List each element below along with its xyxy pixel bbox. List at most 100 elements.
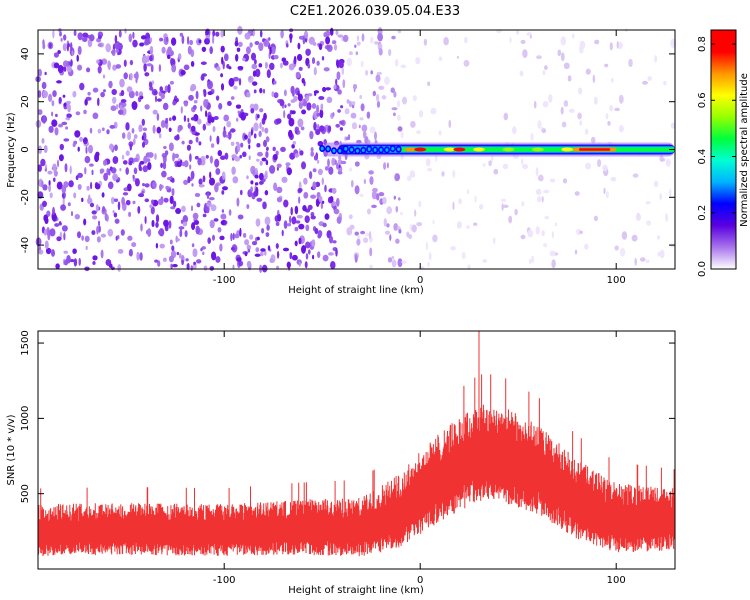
spectrogram-cell — [101, 127, 105, 131]
spectrogram-cell — [349, 51, 353, 56]
spectrogram-cell — [193, 220, 199, 225]
spectrogram-cell — [225, 134, 229, 138]
spectrogram-cell — [418, 200, 422, 208]
carrier-hotspot — [502, 147, 515, 152]
spectrogram-cell — [244, 251, 248, 257]
spectrogram-cell — [191, 183, 194, 187]
spectrogram-cell — [237, 214, 244, 220]
spectrogram-cell — [301, 78, 305, 84]
spectrogram-cell — [123, 160, 128, 165]
spectrogram-cell — [96, 38, 101, 43]
spectrogram-cell — [168, 220, 172, 229]
spectrogram-y-tick-label: -20 — [20, 189, 31, 205]
spectrogram-cell — [189, 164, 192, 170]
spectrogram-cell — [169, 255, 174, 263]
spectrogram-x-tick-label: -100 — [213, 275, 236, 286]
spectrogram-cell — [62, 43, 67, 51]
spectrogram-cell — [281, 229, 284, 237]
spectrogram-cell — [261, 228, 265, 234]
spectrogram-cell — [321, 177, 324, 185]
spectrogram-cell — [256, 143, 261, 148]
spectrogram-cell — [41, 81, 47, 90]
spectrogram-cell — [322, 222, 327, 228]
spectrogram-cell — [119, 78, 125, 88]
spectrogram-y-ticks: -40 -20 0 20 40 — [20, 48, 675, 253]
spectrogram-cell — [125, 200, 131, 206]
spectrogram-cell — [141, 118, 145, 126]
spectrogram-cell — [197, 157, 202, 166]
spectrogram-cell — [96, 59, 100, 64]
spectrogram-cell — [194, 193, 201, 197]
spectrogram-cell — [72, 90, 77, 98]
spectrogram-cell — [260, 30, 263, 38]
spectrogram-cell — [261, 157, 267, 162]
spectrogram-cell — [322, 254, 329, 262]
spectrogram-cell — [246, 204, 250, 209]
spectrogram-cell — [521, 158, 524, 165]
spectrogram-cell — [516, 30, 520, 35]
spectrogram-cell — [231, 166, 236, 175]
spectrogram-x-tick-label: 0 — [417, 275, 423, 286]
spectrogram-cell — [269, 46, 272, 55]
spectrogram-cell — [161, 46, 166, 54]
spectrogram-cell — [54, 223, 60, 227]
spectrogram-cell — [290, 85, 295, 94]
spectrogram-cell — [311, 103, 317, 109]
spectrogram-cell — [106, 129, 110, 135]
spectrogram-cell — [356, 35, 360, 42]
spectrogram-cell — [298, 237, 302, 245]
spectrogram-cell — [258, 63, 263, 68]
spectrogram-cell — [77, 45, 82, 55]
spectrogram-cell — [342, 34, 349, 43]
spectrogram-cell — [121, 196, 125, 206]
spectrogram-cell — [114, 218, 120, 224]
spectrogram-cell — [522, 49, 528, 58]
spectrogram-cell — [325, 166, 329, 171]
spectrogram-cell — [186, 144, 191, 151]
spectrogram-cell — [63, 103, 67, 107]
spectrogram-cell — [273, 92, 279, 99]
spectrogram-cell — [200, 61, 207, 65]
spectrogram-cell — [397, 100, 400, 108]
spectrogram-cell — [162, 154, 167, 164]
spectrogram-cell — [203, 89, 207, 97]
spectrogram-cell — [142, 141, 145, 148]
spectrogram-cell — [165, 150, 169, 156]
spectrogram-cell — [466, 189, 470, 195]
spectrogram-cell — [48, 180, 51, 186]
spectrogram-cell — [315, 198, 320, 207]
spectrogram-cell — [159, 183, 163, 192]
spectrogram-cell — [129, 73, 133, 81]
spectrogram-cell — [103, 89, 106, 93]
spectrogram-cell — [163, 146, 167, 149]
spectrogram-cell — [520, 39, 526, 44]
spectrogram-cell — [303, 30, 309, 39]
spectrogram-cell — [43, 145, 48, 153]
spectrogram-cell — [350, 180, 354, 188]
spectrogram-cell — [257, 151, 263, 157]
spectrogram-cell — [327, 158, 330, 168]
spectrogram-cell — [579, 230, 583, 234]
spectrogram-cell — [202, 213, 207, 218]
spectrogram-cell — [337, 109, 341, 113]
spectrogram-cell — [63, 138, 70, 142]
spectrogram-cell — [46, 210, 51, 217]
spectrogram-cell — [180, 69, 186, 76]
spectrogram-cell — [336, 216, 342, 224]
spectrogram-cell — [259, 181, 264, 185]
spectrogram-cell — [359, 117, 364, 121]
spectrogram-cell — [205, 154, 209, 159]
spectrogram-cell — [383, 162, 387, 170]
spectrogram-cell — [646, 220, 652, 226]
spectrogram-cell — [200, 105, 203, 112]
spectrogram-cell — [112, 64, 117, 71]
spectrogram-cell — [155, 222, 159, 228]
spectrogram-cell — [584, 243, 589, 250]
snr-frame — [37, 330, 676, 570]
spectrogram-cell — [450, 246, 456, 251]
spectrogram-cell — [98, 35, 102, 40]
spectrogram-cell — [212, 234, 215, 241]
spectrogram-cell — [322, 87, 327, 92]
spectrogram-cell — [537, 120, 542, 129]
spectrogram-cell — [100, 249, 104, 259]
